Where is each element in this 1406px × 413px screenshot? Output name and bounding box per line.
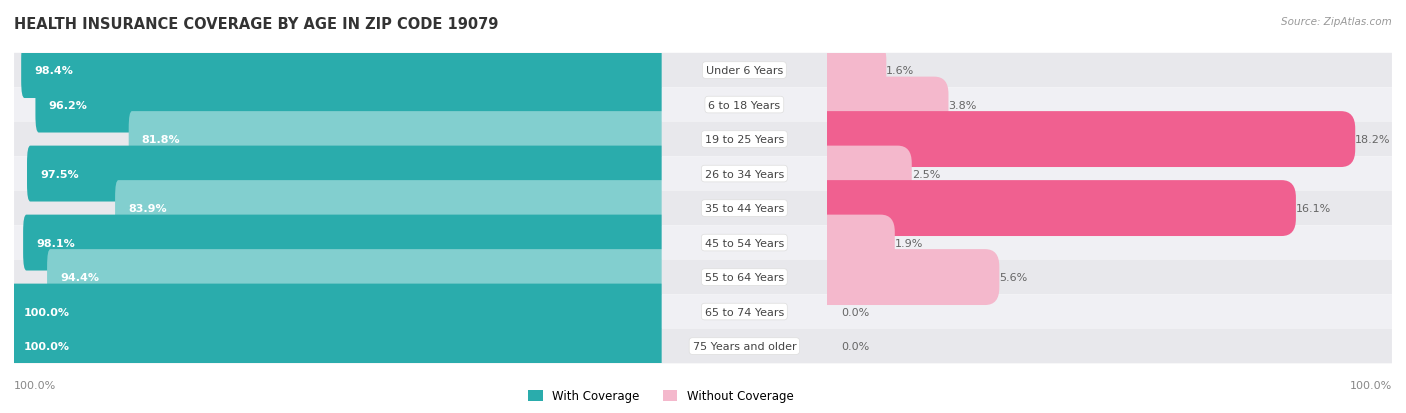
FancyBboxPatch shape bbox=[14, 226, 662, 260]
FancyBboxPatch shape bbox=[662, 294, 827, 329]
FancyBboxPatch shape bbox=[129, 112, 665, 168]
Text: 1.9%: 1.9% bbox=[894, 238, 924, 248]
Text: 18.2%: 18.2% bbox=[1355, 135, 1391, 145]
Text: 65 to 74 Years: 65 to 74 Years bbox=[704, 307, 785, 317]
FancyBboxPatch shape bbox=[813, 249, 1000, 305]
FancyBboxPatch shape bbox=[813, 78, 949, 133]
FancyBboxPatch shape bbox=[813, 215, 894, 271]
FancyBboxPatch shape bbox=[14, 191, 662, 226]
Text: 81.8%: 81.8% bbox=[142, 135, 180, 145]
FancyBboxPatch shape bbox=[14, 54, 662, 88]
Text: 5.6%: 5.6% bbox=[1000, 273, 1028, 282]
Text: 94.4%: 94.4% bbox=[60, 273, 98, 282]
FancyBboxPatch shape bbox=[827, 191, 1392, 226]
FancyBboxPatch shape bbox=[662, 329, 827, 363]
FancyBboxPatch shape bbox=[813, 43, 886, 99]
Text: 98.4%: 98.4% bbox=[34, 66, 73, 76]
Text: Source: ZipAtlas.com: Source: ZipAtlas.com bbox=[1281, 17, 1392, 26]
Text: 98.1%: 98.1% bbox=[37, 238, 75, 248]
Text: 6 to 18 Years: 6 to 18 Years bbox=[709, 100, 780, 110]
FancyBboxPatch shape bbox=[827, 54, 1392, 88]
Text: Under 6 Years: Under 6 Years bbox=[706, 66, 783, 76]
Text: HEALTH INSURANCE COVERAGE BY AGE IN ZIP CODE 19079: HEALTH INSURANCE COVERAGE BY AGE IN ZIP … bbox=[14, 17, 499, 31]
Text: 75 Years and older: 75 Years and older bbox=[693, 341, 796, 351]
Text: 1.6%: 1.6% bbox=[886, 66, 914, 76]
Text: 97.5%: 97.5% bbox=[39, 169, 79, 179]
FancyBboxPatch shape bbox=[662, 54, 827, 88]
FancyBboxPatch shape bbox=[35, 78, 665, 133]
Text: 83.9%: 83.9% bbox=[128, 204, 167, 214]
FancyBboxPatch shape bbox=[662, 123, 827, 157]
FancyBboxPatch shape bbox=[21, 43, 665, 99]
FancyBboxPatch shape bbox=[14, 157, 662, 191]
Text: 100.0%: 100.0% bbox=[24, 307, 70, 317]
FancyBboxPatch shape bbox=[827, 294, 1392, 329]
FancyBboxPatch shape bbox=[827, 260, 1392, 294]
FancyBboxPatch shape bbox=[46, 249, 665, 305]
FancyBboxPatch shape bbox=[662, 157, 827, 191]
FancyBboxPatch shape bbox=[27, 146, 665, 202]
FancyBboxPatch shape bbox=[14, 260, 662, 294]
FancyBboxPatch shape bbox=[827, 123, 1392, 157]
Text: 0.0%: 0.0% bbox=[841, 307, 869, 317]
FancyBboxPatch shape bbox=[14, 123, 662, 157]
FancyBboxPatch shape bbox=[662, 88, 827, 123]
Text: 100.0%: 100.0% bbox=[24, 341, 70, 351]
Text: 26 to 34 Years: 26 to 34 Years bbox=[704, 169, 785, 179]
FancyBboxPatch shape bbox=[827, 329, 1392, 363]
Text: 96.2%: 96.2% bbox=[48, 100, 87, 110]
FancyBboxPatch shape bbox=[662, 226, 827, 260]
Text: 2.5%: 2.5% bbox=[911, 169, 941, 179]
FancyBboxPatch shape bbox=[14, 329, 662, 363]
FancyBboxPatch shape bbox=[22, 215, 665, 271]
Text: 16.1%: 16.1% bbox=[1296, 204, 1331, 214]
FancyBboxPatch shape bbox=[11, 284, 665, 339]
FancyBboxPatch shape bbox=[662, 260, 827, 294]
Text: 45 to 54 Years: 45 to 54 Years bbox=[704, 238, 785, 248]
FancyBboxPatch shape bbox=[662, 191, 827, 226]
FancyBboxPatch shape bbox=[14, 88, 662, 123]
FancyBboxPatch shape bbox=[827, 157, 1392, 191]
FancyBboxPatch shape bbox=[14, 294, 662, 329]
Text: 3.8%: 3.8% bbox=[949, 100, 977, 110]
FancyBboxPatch shape bbox=[827, 88, 1392, 123]
Text: 55 to 64 Years: 55 to 64 Years bbox=[704, 273, 785, 282]
Text: 100.0%: 100.0% bbox=[14, 380, 56, 390]
Text: 100.0%: 100.0% bbox=[1350, 380, 1392, 390]
Text: 0.0%: 0.0% bbox=[841, 341, 869, 351]
FancyBboxPatch shape bbox=[813, 112, 1355, 168]
Legend: With Coverage, Without Coverage: With Coverage, Without Coverage bbox=[523, 385, 799, 407]
FancyBboxPatch shape bbox=[813, 180, 1296, 236]
FancyBboxPatch shape bbox=[11, 318, 665, 374]
FancyBboxPatch shape bbox=[813, 146, 911, 202]
FancyBboxPatch shape bbox=[827, 226, 1392, 260]
Text: 35 to 44 Years: 35 to 44 Years bbox=[704, 204, 785, 214]
FancyBboxPatch shape bbox=[115, 180, 665, 236]
Text: 19 to 25 Years: 19 to 25 Years bbox=[704, 135, 785, 145]
